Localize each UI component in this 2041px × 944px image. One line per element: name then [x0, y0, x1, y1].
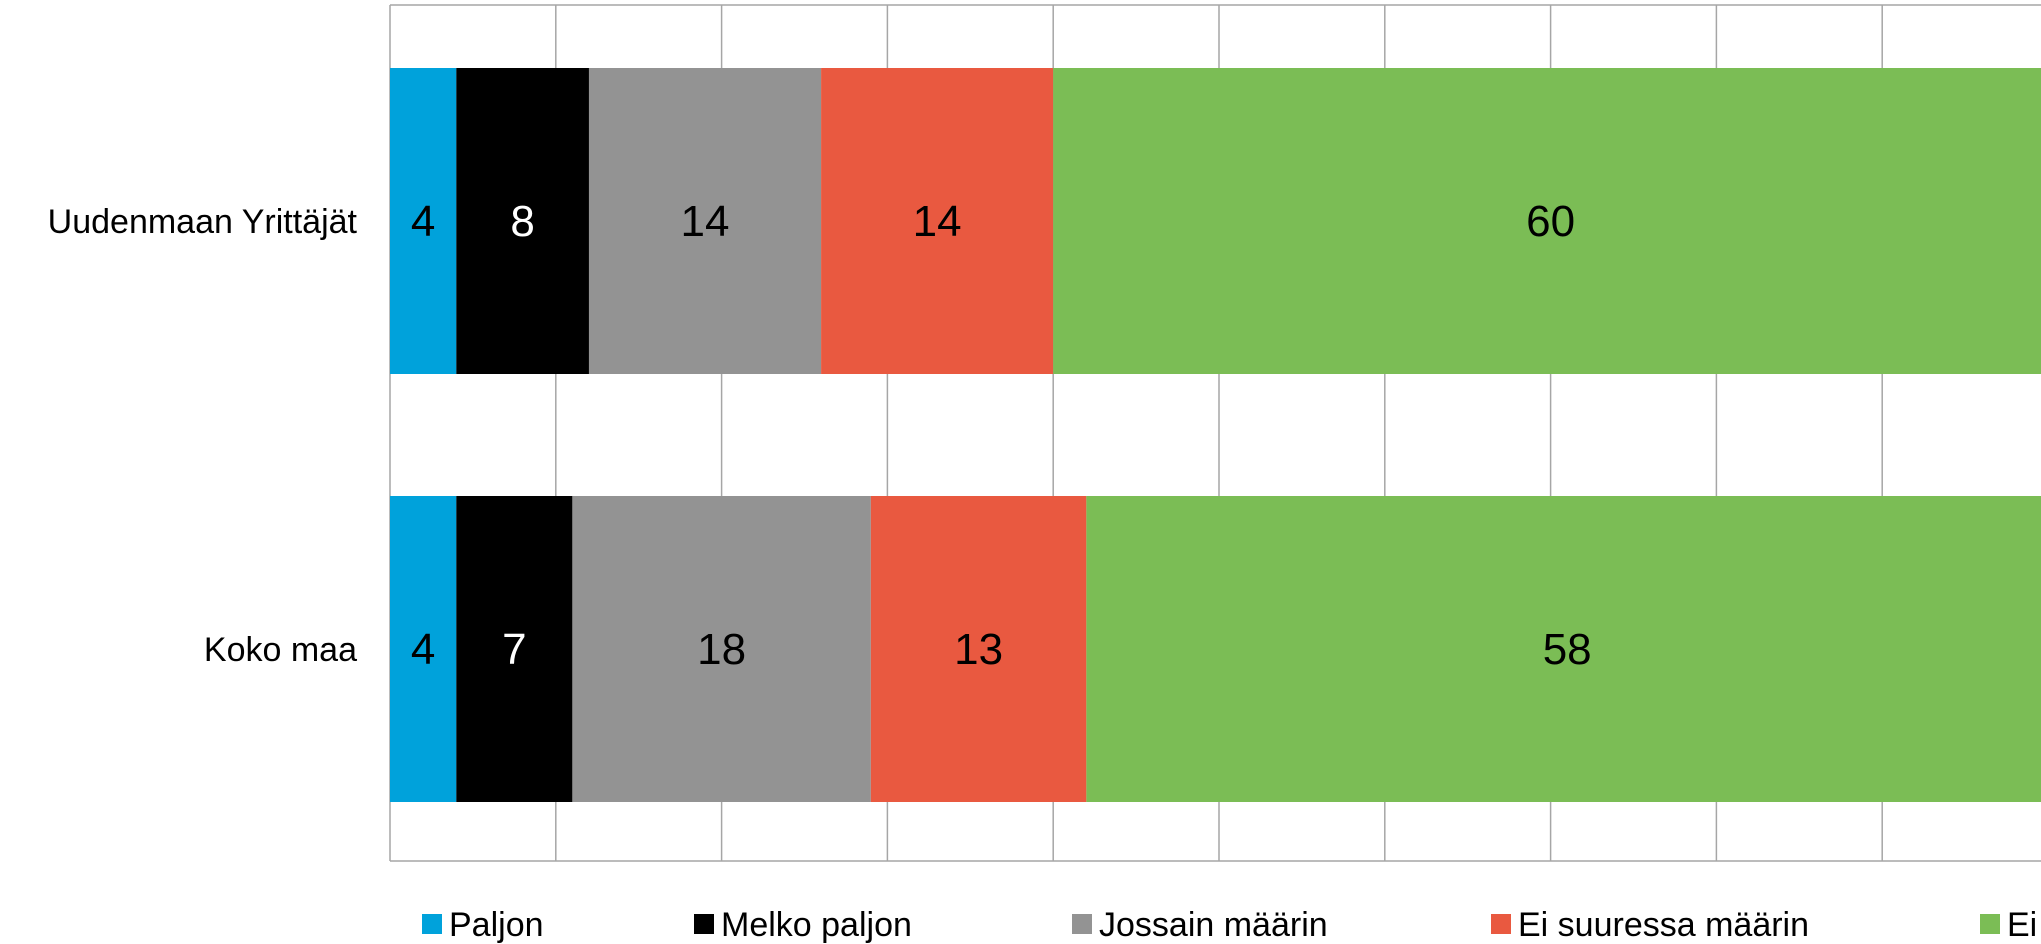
bar-segment — [1053, 68, 2041, 374]
bar-segment — [572, 496, 871, 802]
bar-segment — [588, 68, 822, 374]
data-label: 14 — [681, 197, 730, 246]
legend-swatch — [422, 914, 442, 934]
legend-swatch — [1072, 914, 1092, 934]
data-label: 18 — [697, 625, 746, 674]
data-label: 7 — [502, 625, 526, 674]
category-labels: Uudenmaan Yrittäjät Koko maa — [48, 203, 358, 669]
legend-label: Jossain määrin — [1099, 906, 1328, 944]
bar-segment — [390, 496, 457, 802]
data-label: 13 — [954, 625, 1003, 674]
bar-segment — [1086, 496, 2041, 802]
legend-label: Ei suuressa määrin — [1518, 906, 1809, 944]
bar-segment — [870, 496, 1087, 802]
category-label: Uudenmaan Yrittäjät — [48, 203, 358, 241]
data-label: 14 — [913, 197, 962, 246]
bar-segment — [456, 68, 589, 374]
category-label: Koko maa — [204, 631, 357, 669]
data-label: 58 — [1543, 625, 1592, 674]
bar-segment — [390, 68, 457, 374]
legend-swatch — [1491, 914, 1511, 934]
data-label: 8 — [510, 197, 534, 246]
legend-label: Paljon — [449, 906, 544, 944]
bar-segment — [456, 496, 573, 802]
legend-swatch — [694, 914, 714, 934]
bar-segment — [821, 68, 1054, 374]
data-label: 60 — [1526, 197, 1575, 246]
data-label: 4 — [411, 197, 435, 246]
legend: Paljon Melko paljon Jossain määrin Ei suure… — [422, 906, 2037, 944]
legend-label: Ei — [2007, 906, 2037, 944]
data-label: 4 — [411, 625, 435, 674]
legend-label: Melko paljon — [721, 906, 912, 944]
bars: 4 8 14 14 60 4 7 18 13 58 — [390, 68, 2041, 802]
legend-swatch — [1980, 914, 2000, 934]
